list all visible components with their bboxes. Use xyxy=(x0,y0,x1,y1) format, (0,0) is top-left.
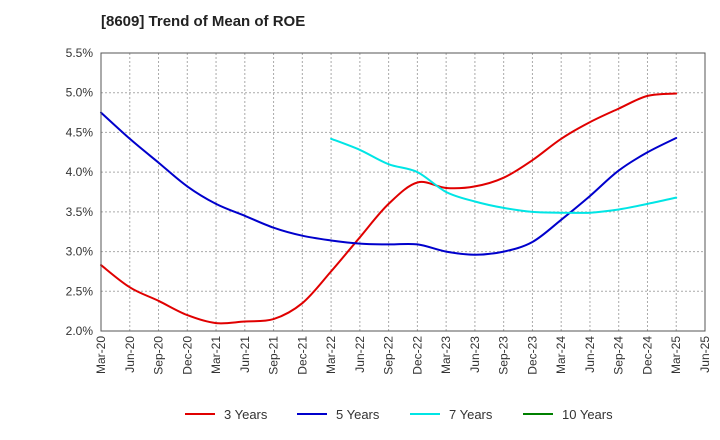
legend: 3 Years 5 Years 7 Years 10 Years xyxy=(185,407,613,422)
y-tick-label: 4.0% xyxy=(66,165,94,179)
x-axis: Mar-20 Jun-20 Sep-20 Dec-20 Mar-21 Jun-21 Sep-… xyxy=(94,336,712,375)
x-tick-label: Dec-20 xyxy=(180,336,194,375)
series-lines xyxy=(100,92,678,325)
y-tick-label: 5.0% xyxy=(66,86,94,100)
legend-label: 3 Years xyxy=(224,407,268,422)
x-tick-label: Sep-24 xyxy=(612,336,626,375)
chart-title: [8609] Trend of Mean of ROE xyxy=(101,13,306,30)
x-tick-label: Sep-20 xyxy=(152,336,166,375)
x-tick-label: Dec-22 xyxy=(410,336,424,375)
y-axis: 2.0% 2.5% 3.0% 3.5% 4.0% 4.5% 5.0% 5.5% xyxy=(66,46,94,338)
legend-label: 7 Years xyxy=(449,407,493,422)
x-tick-label: Jun-22 xyxy=(353,336,367,373)
x-tick-label: Dec-21 xyxy=(295,336,309,375)
y-tick-label: 2.5% xyxy=(66,284,94,298)
x-tick-label: Jun-20 xyxy=(123,336,137,373)
y-tick-label: 4.5% xyxy=(66,125,94,139)
x-tick-label: Mar-21 xyxy=(209,336,223,374)
x-tick-label: Mar-22 xyxy=(324,336,338,374)
y-tick-label: 3.5% xyxy=(66,205,94,219)
x-tick-label: Jun-23 xyxy=(468,336,482,373)
x-tick-label: Jun-21 xyxy=(238,336,252,373)
series-line-5-years xyxy=(100,111,678,256)
y-tick-label: 2.0% xyxy=(66,324,94,338)
plot-area-border xyxy=(100,52,706,332)
series-line-7-years xyxy=(330,137,678,214)
x-tick-label: Jun-24 xyxy=(583,336,597,373)
x-tick-label: Mar-24 xyxy=(554,336,568,374)
x-tick-label: Sep-23 xyxy=(497,336,511,375)
legend-label: 10 Years xyxy=(562,407,613,422)
x-tick-label: Mar-23 xyxy=(439,336,453,374)
legend-label: 5 Years xyxy=(336,407,380,422)
x-tick-label: Dec-23 xyxy=(525,336,539,375)
y-tick-label: 5.5% xyxy=(66,46,94,60)
x-tick-label: Sep-22 xyxy=(382,336,396,375)
x-tick-label: Jun-25 xyxy=(698,336,712,373)
x-tick-label: Mar-25 xyxy=(669,336,683,374)
x-tick-label: Sep-21 xyxy=(267,336,281,375)
series-line-3-years xyxy=(100,92,678,325)
x-tick-label: Mar-20 xyxy=(94,336,108,374)
x-tick-label: Dec-24 xyxy=(640,336,654,375)
y-tick-label: 3.0% xyxy=(66,245,94,259)
